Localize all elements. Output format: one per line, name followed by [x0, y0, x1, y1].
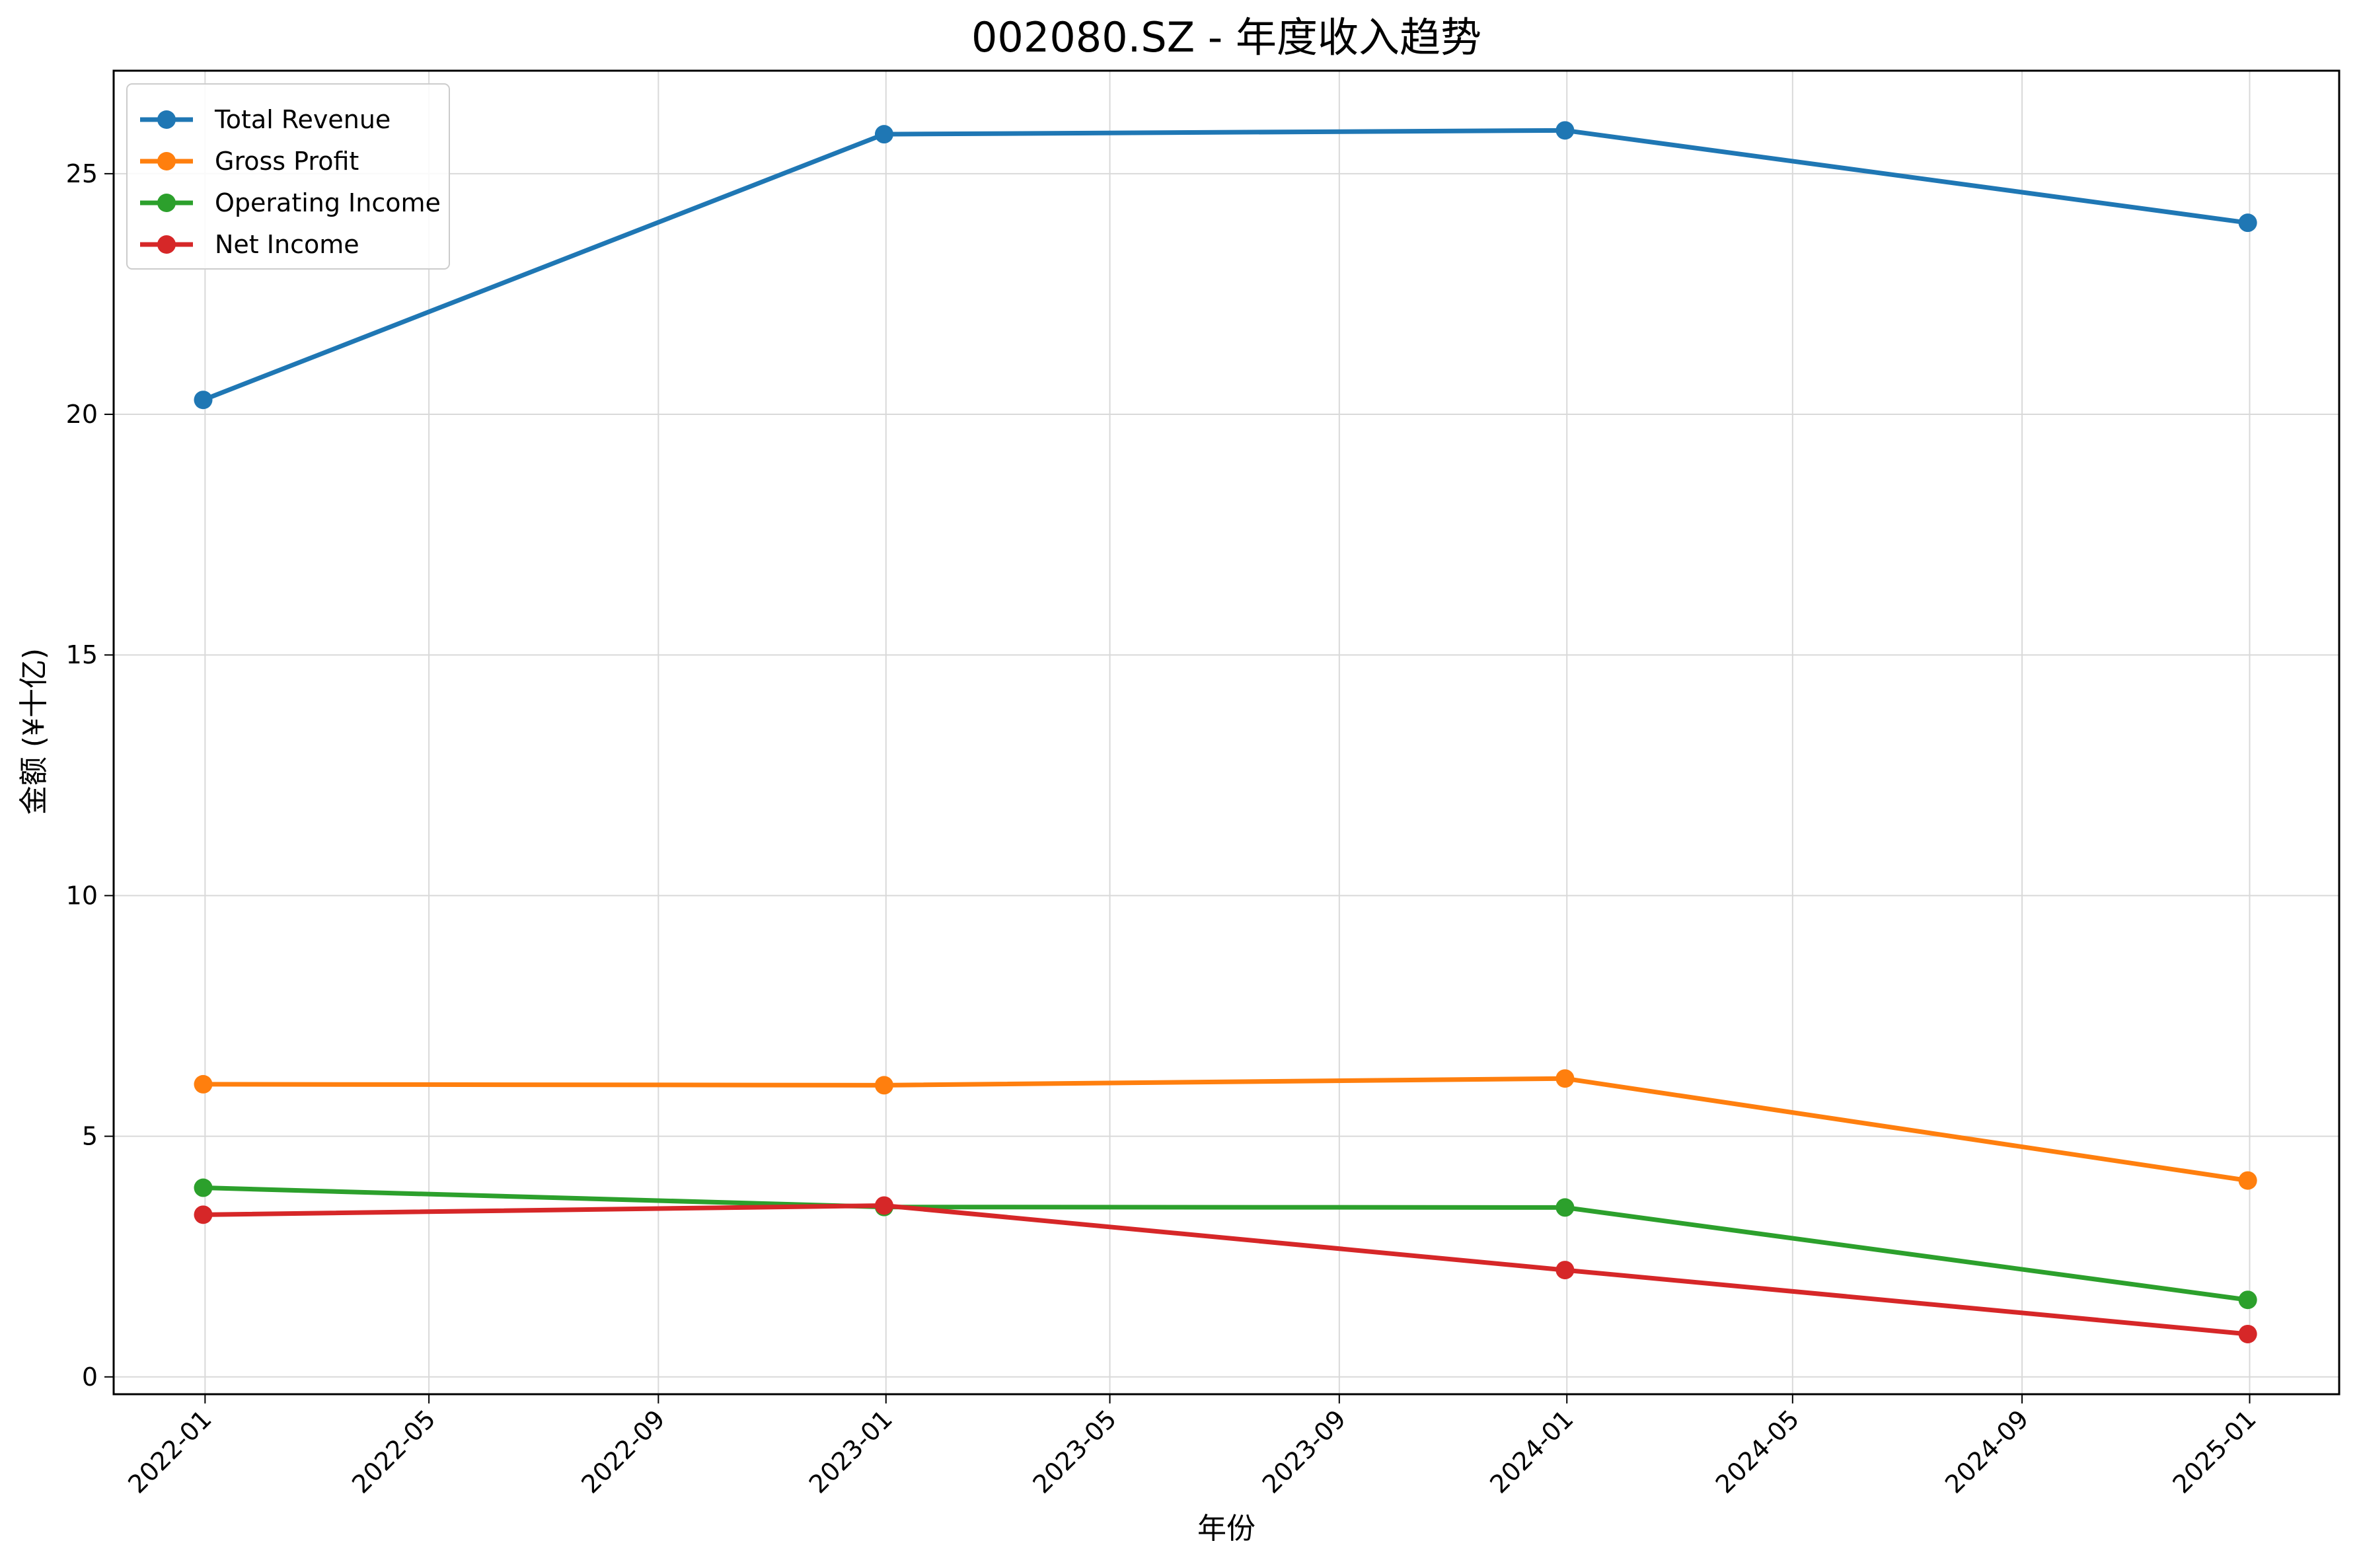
legend-swatch-marker: [157, 110, 176, 129]
legend-swatch-marker: [157, 152, 176, 170]
x-tick-label: 2024-05: [1710, 1404, 1805, 1499]
legend-swatch-marker: [157, 235, 176, 254]
x-tick-label: 2023-01: [804, 1404, 898, 1499]
grid: [114, 71, 2339, 1394]
legend-swatch-marker: [157, 194, 176, 212]
ticks: 2022-01 2022-05 2022-09 2023-01 2023-05 2023-…: [66, 159, 2262, 1499]
data-point: [194, 391, 213, 410]
data-point: [1555, 121, 1575, 140]
data-point: [194, 1178, 213, 1197]
y-tick-label: 20: [66, 400, 98, 429]
legend-box: [126, 83, 450, 270]
x-tick-label: 2024-01: [1484, 1404, 1579, 1499]
data-point: [874, 125, 893, 144]
y-tick-label: 0: [82, 1363, 98, 1392]
x-tick-label: 2022-09: [576, 1404, 670, 1499]
x-tick-label: 2022-05: [346, 1404, 441, 1499]
x-tick-label: 2023-09: [1257, 1404, 1351, 1499]
x-tick-label: 2022-01: [122, 1404, 217, 1499]
legend-label: Operating Income: [215, 188, 441, 217]
data-point: [2238, 1171, 2257, 1190]
data-point: [1555, 1261, 1575, 1280]
data-point: [2238, 1324, 2257, 1343]
data-point: [874, 1196, 893, 1215]
y-tick-label: 25: [66, 159, 98, 188]
data-point: [1555, 1069, 1575, 1088]
axes: [112, 69, 2340, 1396]
x-axis-label: 年份: [1197, 1512, 1255, 1546]
y-axis-label: 金额 (¥十亿): [17, 648, 51, 815]
plot-frame: [112, 69, 2340, 1396]
y-tick-label: 10: [66, 881, 98, 910]
y-tick-label: 5: [82, 1122, 98, 1151]
data-point: [2238, 213, 2257, 233]
data-point: [194, 1205, 213, 1224]
chart-title: 002080.SZ - 年度收入趋势: [971, 13, 1481, 61]
data-point: [874, 1076, 893, 1095]
legend-label: Gross Profit: [215, 147, 359, 176]
x-tick-label: 2023-05: [1028, 1404, 1122, 1499]
legend-label: Net Income: [215, 230, 359, 259]
series-line-operating-income: [201, 1185, 2251, 1302]
y-tick-label: 15: [66, 640, 98, 669]
data-point: [2238, 1290, 2257, 1310]
data-point: [1555, 1198, 1575, 1217]
plot-area: [194, 121, 2257, 1343]
data-point: [194, 1074, 213, 1094]
x-tick-label: 2024-09: [1939, 1404, 2034, 1499]
legend: Total Revenue Gross Profit Operating Incom…: [126, 83, 450, 270]
series-line-gross-profit: [201, 1076, 2251, 1183]
series-line-total-revenue: [201, 128, 2251, 402]
series-line-net-income: [201, 1203, 2251, 1337]
legend-label: Total Revenue: [214, 105, 391, 134]
x-tick-label: 2025-01: [2167, 1404, 2261, 1499]
